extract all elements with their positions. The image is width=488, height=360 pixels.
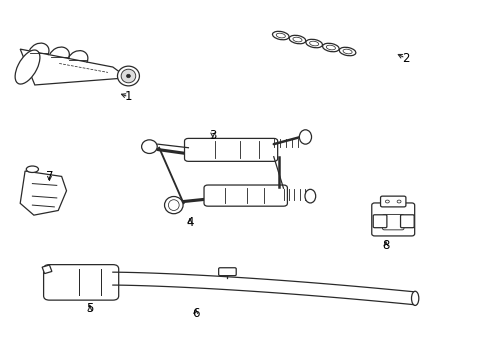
Text: 1: 1 bbox=[124, 90, 132, 103]
Text: 7: 7 bbox=[45, 170, 53, 183]
Ellipse shape bbox=[26, 166, 39, 172]
Ellipse shape bbox=[121, 69, 136, 83]
Ellipse shape bbox=[322, 43, 339, 52]
Text: 5: 5 bbox=[86, 302, 93, 315]
Ellipse shape bbox=[126, 74, 130, 78]
Polygon shape bbox=[42, 265, 52, 274]
Ellipse shape bbox=[272, 31, 288, 40]
Ellipse shape bbox=[411, 291, 418, 305]
FancyBboxPatch shape bbox=[218, 268, 236, 276]
Ellipse shape bbox=[164, 197, 183, 214]
FancyBboxPatch shape bbox=[203, 185, 287, 206]
FancyBboxPatch shape bbox=[380, 196, 405, 207]
Polygon shape bbox=[20, 49, 127, 85]
Ellipse shape bbox=[299, 130, 311, 144]
Text: 3: 3 bbox=[209, 129, 216, 142]
Ellipse shape bbox=[276, 33, 285, 38]
Ellipse shape bbox=[142, 140, 157, 153]
Ellipse shape bbox=[325, 45, 335, 50]
Ellipse shape bbox=[396, 200, 400, 203]
Ellipse shape bbox=[339, 47, 355, 56]
Polygon shape bbox=[20, 171, 66, 215]
Ellipse shape bbox=[305, 189, 315, 203]
Text: 8: 8 bbox=[382, 239, 389, 252]
Ellipse shape bbox=[168, 200, 179, 211]
Ellipse shape bbox=[305, 39, 322, 48]
FancyBboxPatch shape bbox=[184, 138, 277, 161]
Ellipse shape bbox=[385, 200, 388, 203]
Text: 6: 6 bbox=[192, 307, 199, 320]
FancyBboxPatch shape bbox=[371, 203, 414, 236]
FancyBboxPatch shape bbox=[43, 265, 119, 300]
Ellipse shape bbox=[292, 37, 302, 42]
FancyBboxPatch shape bbox=[400, 215, 413, 228]
FancyBboxPatch shape bbox=[382, 215, 403, 230]
Ellipse shape bbox=[15, 50, 40, 84]
FancyBboxPatch shape bbox=[372, 215, 386, 228]
Text: 4: 4 bbox=[186, 216, 193, 229]
Ellipse shape bbox=[342, 49, 351, 54]
Ellipse shape bbox=[288, 35, 305, 44]
Text: 2: 2 bbox=[401, 51, 408, 64]
Ellipse shape bbox=[309, 41, 318, 46]
Ellipse shape bbox=[117, 66, 139, 86]
